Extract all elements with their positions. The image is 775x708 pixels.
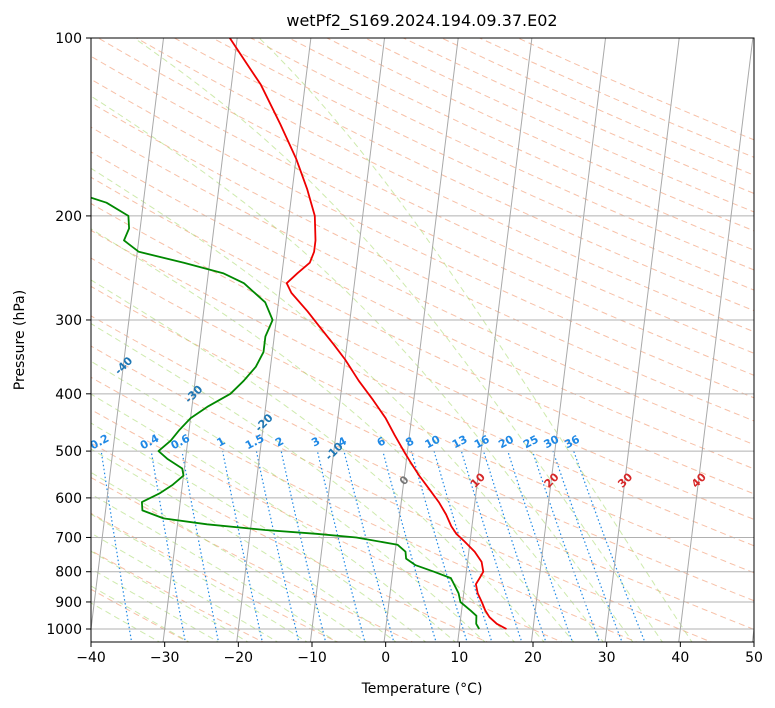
x-tick-label: −10: [297, 650, 327, 666]
isotherm-line: [162, 38, 238, 642]
sounding-profiles: [91, 38, 507, 630]
y-tick-label: 400: [55, 387, 82, 403]
mixing-ratio-line: [382, 450, 437, 642]
plot-area: -100-90-80-70-60-50-40-30-20-10010203040…: [91, 38, 754, 642]
mixing-ratio-line: [460, 450, 523, 642]
skewed-isotherms: [91, 38, 754, 642]
x-tick-label: −20: [224, 650, 254, 666]
x-tick-label: −40: [76, 650, 106, 666]
plot-frame: [90, 37, 755, 643]
x-tick-label: 20: [524, 650, 542, 666]
mixing-ratio-line: [531, 450, 601, 642]
x-tick-label: 0: [381, 650, 390, 666]
mixing-ratio-label: 36: [562, 433, 582, 452]
isotherm-line: [457, 38, 533, 642]
x-tick-label: −30: [150, 650, 180, 666]
y-axis: 100 200 300 400 500 600 700 800 900 1000: [46, 31, 91, 638]
moist-adiabat-line: [91, 279, 545, 642]
dry-adiabat-line: [91, 176, 754, 495]
mixing-ratio-label: 16: [472, 433, 492, 452]
dry-adiabat-line: [91, 78, 754, 399]
mixing-ratio-line: [507, 450, 574, 642]
mixing-ratio-line: [573, 450, 646, 642]
temperature-profile-line: [229, 38, 507, 630]
x-tick-label: 10: [450, 650, 468, 666]
dry-adiabat-line: [91, 151, 754, 470]
mixing-ratio-line: [150, 450, 186, 642]
mixing-ratio-line: [316, 450, 366, 642]
mixing-ratio-label: 25: [521, 433, 541, 452]
mixing-ratio-line: [482, 450, 547, 642]
dry-adiabat-line: [91, 476, 414, 642]
dry-adiabat-line: [91, 229, 754, 547]
y-tick-label: 700: [55, 530, 82, 546]
y-tick-label: 300: [55, 313, 82, 329]
isobar-gridlines: [91, 38, 754, 630]
dry-adiabat-line: [91, 202, 754, 520]
moist-adiabat-line: [91, 323, 516, 642]
mixing-ratio-label: 20: [496, 433, 516, 452]
mixing-ratio-line: [181, 450, 220, 642]
y-tick-label: 1000: [46, 622, 82, 638]
x-axis-label: Temperature (°C): [361, 681, 483, 697]
y-tick-label: 500: [55, 444, 82, 460]
mixing-ratio-label: 30: [542, 433, 562, 452]
x-tick-label: 40: [671, 650, 689, 666]
mixing-ratio-label: 10: [423, 433, 443, 452]
dewpoint-profile-line: [91, 196, 480, 630]
mixing-ratio-line: [255, 450, 300, 642]
isotherm-line: [383, 38, 459, 642]
x-tick-label: 50: [745, 650, 763, 666]
moist-adiabat-line: [91, 393, 457, 642]
dry-adiabat-line: [97, 38, 754, 354]
mixing-ratio-label: 13: [450, 433, 470, 452]
isotherm-line: [236, 38, 312, 642]
isotherm-line: [604, 38, 680, 642]
mixing-ratio-line: [280, 450, 327, 642]
dry-adiabat-line: [211, 38, 754, 291]
y-tick-label: 200: [55, 209, 82, 225]
isotherm-line: [530, 38, 607, 642]
isotherm-line: [678, 38, 754, 642]
y-axis-label: Pressure (hPa): [12, 290, 28, 390]
y-tick-label: 100: [55, 31, 82, 47]
x-axis: −40 −30 −20 −10 0 10 20 30 40 50: [76, 642, 763, 666]
isotherm-line: [309, 38, 386, 642]
mixing-ratio-line: [552, 450, 623, 642]
dry-adiabat-line: [135, 38, 754, 333]
y-tick-label: 900: [55, 595, 82, 611]
mixing-ratio-line: [433, 450, 493, 642]
mixing-ratio-line: [100, 451, 133, 642]
y-tick-label: 600: [55, 491, 82, 507]
chart-title: wetPf2_S169.2024.194.09.37.E02: [286, 11, 557, 31]
isotherm-line: [91, 38, 165, 634]
x-tick-label: 30: [598, 650, 616, 666]
mixing-ratio-line: [343, 450, 395, 642]
dry-adiabat-line: [91, 102, 754, 422]
y-tick-label: 800: [55, 565, 82, 581]
